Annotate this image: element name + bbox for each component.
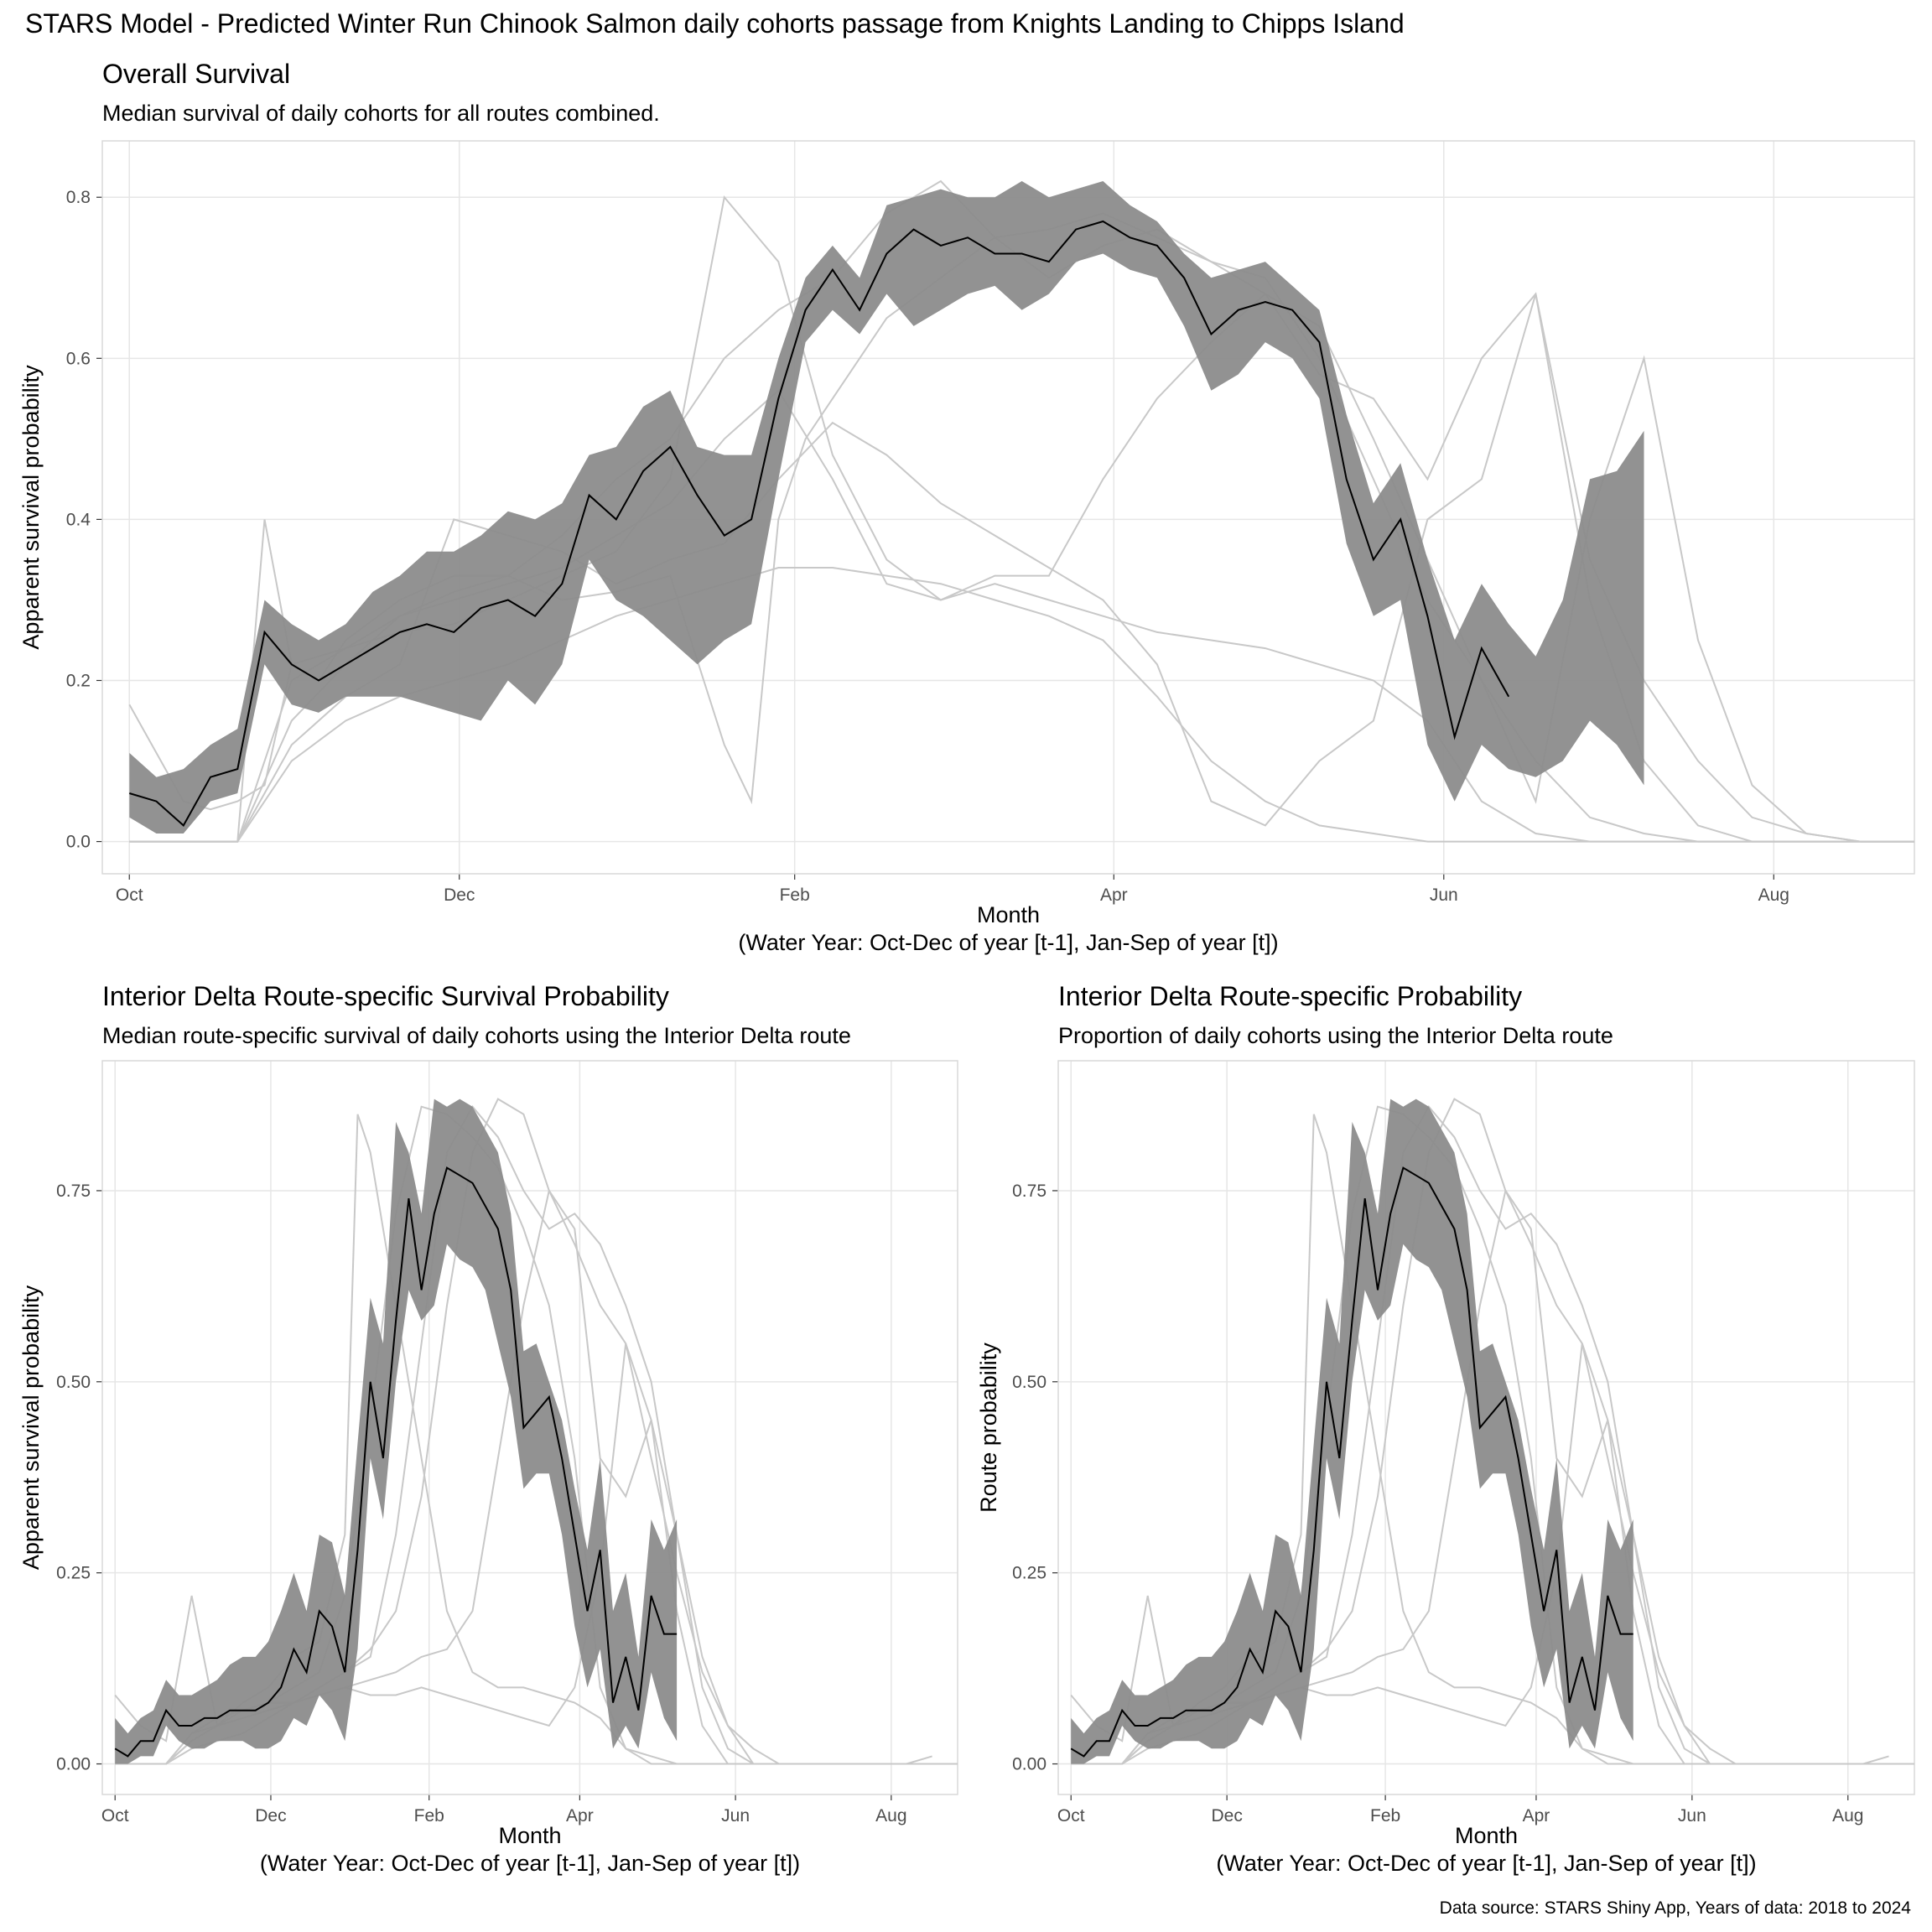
chart2-y-tick-label: 0.50 — [56, 1373, 91, 1392]
chart1-interval-band — [129, 181, 1644, 834]
chart3-x-axis-subtitle: (Water Year: Oct-Dec of year [t-1], Jan-… — [1216, 1851, 1756, 1876]
chart2-y-tick-label: 0.00 — [56, 1755, 91, 1774]
chart2-y-tick-label: 0.75 — [56, 1182, 91, 1201]
chart1-x-tick-label: Dec — [444, 886, 475, 905]
chart3-x-tick-label: Jun — [1678, 1806, 1706, 1826]
chart1-x-tick-label: Feb — [780, 886, 810, 905]
chart1-median-line — [129, 220, 1510, 827]
chart1-y-tick-label: 0.2 — [66, 671, 91, 690]
chart3-y-tick-label: 0.50 — [1012, 1373, 1046, 1392]
chart2-x-tick-label: Dec — [255, 1806, 286, 1826]
chart3-title: Interior Delta Route-specific Probabilit… — [1058, 981, 1523, 1011]
chart1-x-tick-label: Jun — [1430, 886, 1458, 905]
chart1-x-axis-title: Month — [977, 902, 1040, 927]
chart2-y-tick-label: 0.25 — [56, 1564, 91, 1583]
chart2-y-axis-title: Apparent survival probability — [18, 1285, 44, 1570]
chart3-x-tick-label: Oct — [1057, 1806, 1085, 1826]
chart3-x-tick-label: Feb — [1370, 1806, 1400, 1826]
chart2-x-tick-label: Apr — [566, 1806, 594, 1826]
chart2-x-axis-title: Month — [498, 1823, 561, 1848]
chart3-y-tick-label: 0.75 — [1012, 1182, 1046, 1201]
chart1-x-tick-label: Oct — [116, 886, 143, 905]
chart3-y-tick-label: 0.00 — [1012, 1755, 1046, 1774]
chart2-x-tick-label: Aug — [875, 1806, 906, 1826]
chart2-x-axis-subtitle: (Water Year: Oct-Dec of year [t-1], Jan-… — [260, 1851, 800, 1876]
chart2-median-line — [114, 1166, 678, 1758]
chart1-y-tick-label: 0.6 — [66, 349, 91, 368]
chart1-x-tick-label: Aug — [1758, 886, 1789, 905]
chart1-panel-border — [101, 140, 1915, 875]
chart1-y-axis-title: Apparent survival probability — [18, 365, 44, 650]
chart2-subtitle: Median route-specific survival of daily … — [102, 1023, 851, 1048]
chart1-x-axis-subtitle: (Water Year: Oct-Dec of year [t-1], Jan-… — [738, 930, 1278, 955]
chart3-subtitle: Proportion of daily cohorts using the In… — [1058, 1023, 1613, 1048]
chart3-interval-band — [1071, 1098, 1633, 1764]
data-source-footer: Data source: STARS Shiny App, Years of d… — [1439, 1898, 1911, 1918]
chart3-median-line — [1070, 1166, 1633, 1758]
main-title: STARS Model - Predicted Winter Run Chino… — [25, 8, 1405, 39]
chart1-x-tick-label: Apr — [1100, 886, 1128, 905]
chart2-x-tick-label: Feb — [414, 1806, 444, 1826]
chart2-panel-border — [101, 1060, 958, 1795]
chart1-y-tick-label: 0.0 — [66, 833, 91, 852]
chart3-x-axis-title: Month — [1455, 1823, 1518, 1848]
chart3-x-tick-label: Apr — [1523, 1806, 1550, 1826]
chart3-x-tick-label: Aug — [1832, 1806, 1863, 1826]
chart3-y-tick-label: 0.25 — [1012, 1564, 1046, 1583]
chart1-year-line-5 — [129, 293, 1914, 843]
chart2-x-tick-label: Jun — [721, 1806, 750, 1826]
chart1-y-tick-label: 0.4 — [66, 510, 91, 529]
chart3-y-axis-title: Route probability — [976, 1343, 1001, 1513]
chart1-title: Overall Survival — [102, 59, 291, 89]
chart1-subtitle: Median survival of daily cohorts for all… — [102, 101, 660, 126]
chart2-title: Interior Delta Route-specific Survival P… — [102, 981, 669, 1011]
chart2-interval-band — [115, 1098, 678, 1764]
chart3-panel-border — [1057, 1060, 1915, 1795]
chart3-x-tick-label: Dec — [1211, 1806, 1242, 1826]
chart2-x-tick-label: Oct — [101, 1806, 129, 1826]
chart1-y-tick-label: 0.8 — [66, 188, 91, 207]
